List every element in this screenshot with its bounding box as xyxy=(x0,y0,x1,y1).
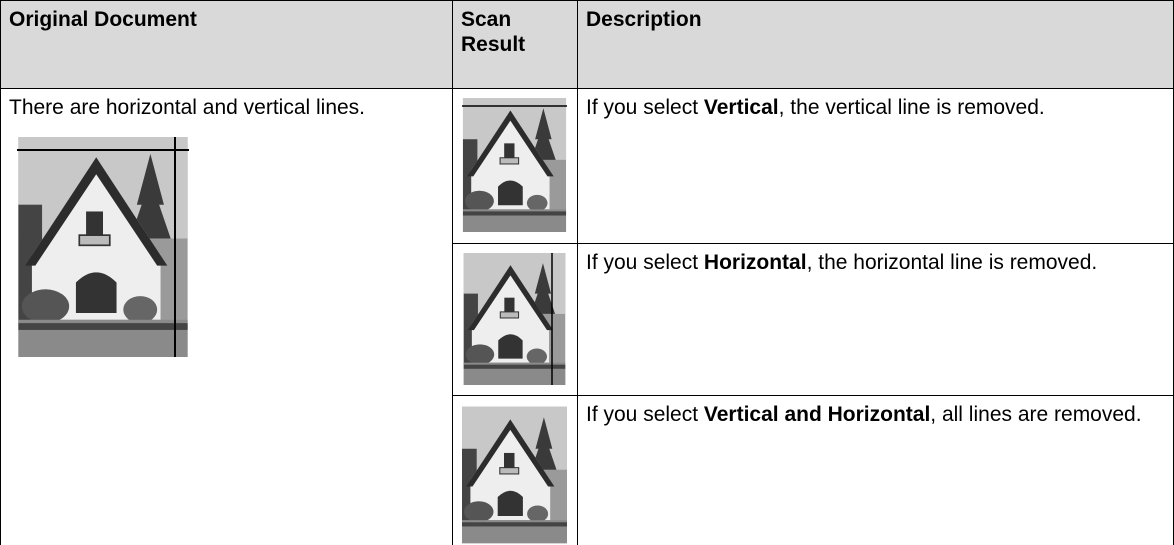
description-cell: If you select Horizontal, the horizontal… xyxy=(577,243,1174,396)
description-bold: Horizontal xyxy=(703,251,807,274)
header-cell: Original Document xyxy=(0,0,453,89)
description-bold: Vertical and Horizontal xyxy=(703,403,931,426)
description-text: , the vertical line is removed. xyxy=(778,96,1045,119)
description-text: If you select xyxy=(586,403,699,426)
description-text: If you select xyxy=(586,96,699,119)
description-text: , all lines are removed. xyxy=(930,403,1142,426)
description-bold: Vertical xyxy=(703,96,779,119)
scan-cell xyxy=(452,395,578,545)
description-cell: If you select Vertical and Horizontal, a… xyxy=(577,395,1174,545)
original-text: There are horizontal and vertical lines. xyxy=(9,96,366,119)
header-cell: Scan Result xyxy=(452,0,578,89)
description-cell: If you select Vertical, the vertical lin… xyxy=(577,88,1174,244)
header-text: Scan Result xyxy=(461,8,526,56)
scan-cell xyxy=(452,243,578,396)
scan-image xyxy=(463,253,566,385)
scan-image xyxy=(462,406,567,544)
description-text: If you select xyxy=(586,251,699,274)
header-text: Original Document xyxy=(9,8,197,31)
description-text: , the horizontal line is removed. xyxy=(806,251,1098,274)
scan-cell xyxy=(452,88,578,244)
header-cell: Description xyxy=(577,0,1174,89)
header-text: Description xyxy=(586,8,702,31)
original-cell: There are horizontal and vertical lines. xyxy=(0,88,453,545)
scan-image xyxy=(462,98,567,232)
original-image xyxy=(17,137,189,357)
